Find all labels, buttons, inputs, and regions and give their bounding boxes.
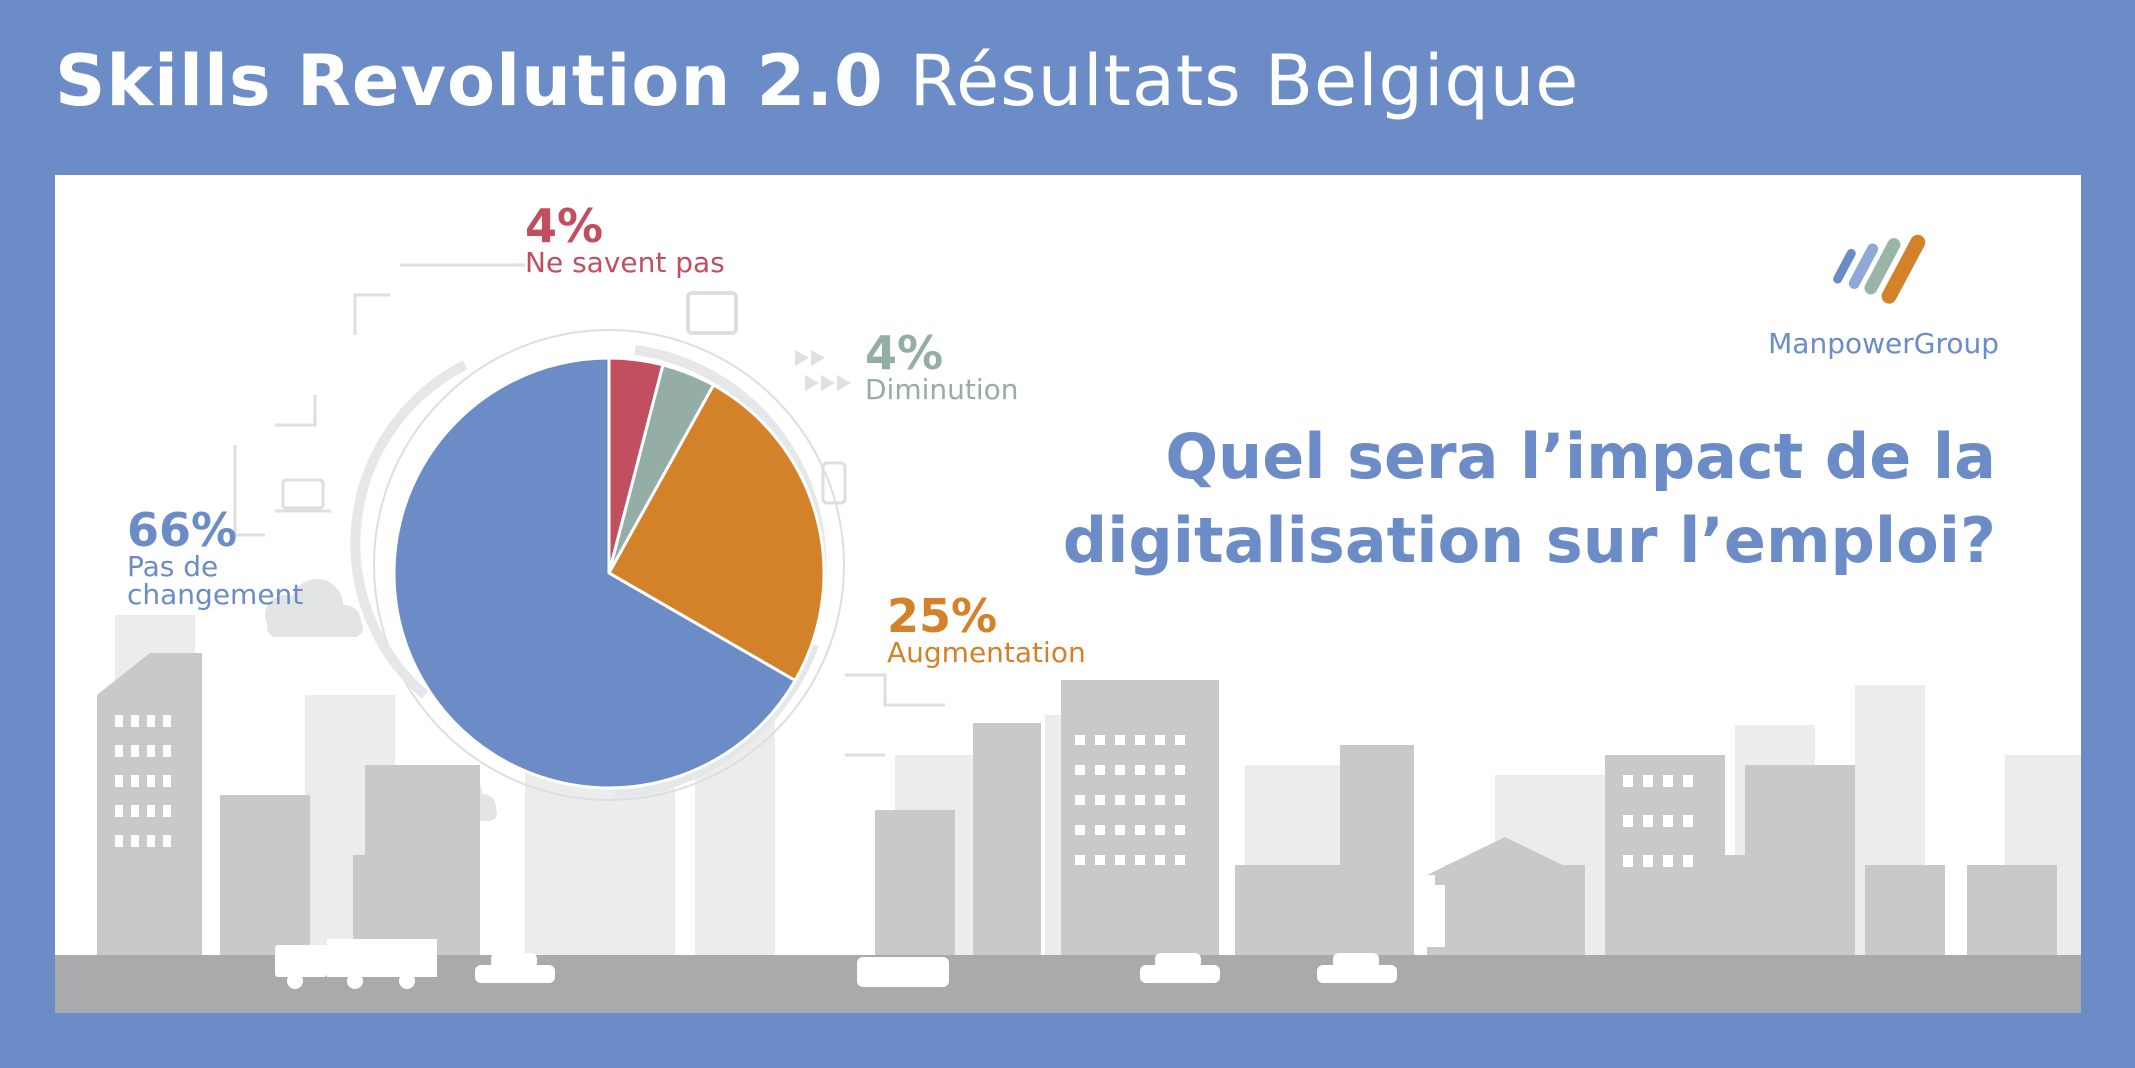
- slice-label-diminution: 4% Diminution: [865, 330, 1019, 404]
- question-heading: Quel sera l’impact de la digitalisation …: [996, 415, 1996, 583]
- pie-chart: [392, 356, 826, 790]
- content-panel: 4% Ne savent pas 4% Diminution 25% Augme…: [55, 175, 2081, 1013]
- logo-stroke-4: [1881, 234, 1926, 304]
- pie-slice-pas-de-changement: [392, 356, 798, 790]
- slice-value-pas-de-changement: 66%: [127, 503, 238, 557]
- slice-label-ne-savent-pas: 4% Ne savent pas: [525, 203, 725, 277]
- title-bold: Skills Revolution 2.0: [55, 40, 884, 122]
- logo-stroke-2: [1848, 243, 1879, 289]
- pie-slice-augmentation: [606, 383, 826, 683]
- logo-stroke-3: [1864, 238, 1901, 295]
- building-windows: [115, 715, 1693, 867]
- slice-caption-ne-savent-pas: Ne savent pas: [525, 246, 725, 279]
- temple-building: [1427, 837, 1583, 957]
- foreground-skyline: [97, 653, 2057, 955]
- slice-value-ne-savent-pas: 4%: [525, 199, 604, 253]
- slice-value-diminution: 4%: [865, 326, 944, 380]
- city-scene: [55, 263, 2081, 1013]
- question-line-1: Quel sera l’impact de la: [1165, 420, 1996, 493]
- logo-stroke-1: [1833, 248, 1856, 284]
- pie-slices: [392, 356, 826, 790]
- slice-caption-diminution: Diminution: [865, 373, 1019, 406]
- brand-name: ManpowerGroup: [1768, 327, 1999, 360]
- slice-label-augmentation: 25% Augmentation: [887, 593, 1086, 667]
- manpowergroup-logo: [1833, 234, 1926, 304]
- slice-caption-pas-de-changement-1: Pas de: [127, 550, 219, 583]
- slice-caption-augmentation: Augmentation: [887, 636, 1086, 669]
- vehicles: [275, 939, 1397, 989]
- question-line-2: digitalisation sur l’emploi?: [1062, 504, 1996, 577]
- title-subtitle: Résultats Belgique: [909, 40, 1580, 122]
- arrow-decoration: [795, 350, 851, 391]
- slice-label-pas-de-changement: 66% Pas de changement: [127, 507, 303, 609]
- slice-value-augmentation: 25%: [887, 589, 998, 643]
- page-title: Skills Revolution 2.0 Résultats Belgique: [55, 40, 1579, 122]
- slice-caption-pas-de-changement-2: changement: [127, 578, 304, 611]
